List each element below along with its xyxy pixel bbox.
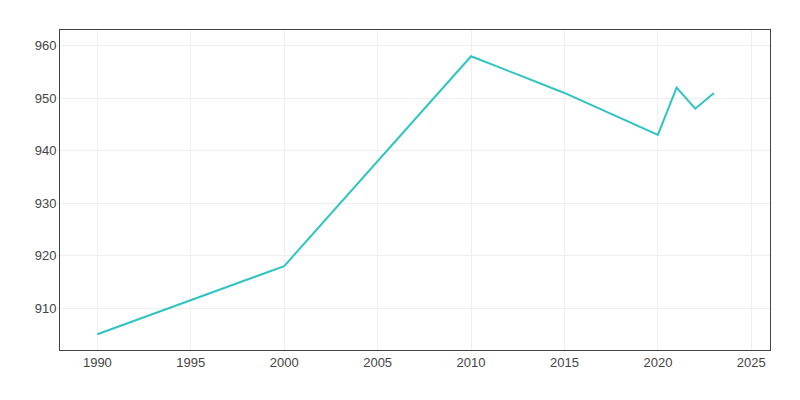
svg-text:930: 930 xyxy=(35,196,57,211)
svg-text:960: 960 xyxy=(35,38,57,53)
svg-text:2010: 2010 xyxy=(457,355,486,370)
svg-text:940: 940 xyxy=(35,143,57,158)
svg-text:910: 910 xyxy=(35,301,57,316)
svg-text:2025: 2025 xyxy=(737,355,766,370)
svg-text:2020: 2020 xyxy=(643,355,672,370)
svg-text:950: 950 xyxy=(35,91,57,106)
svg-text:2000: 2000 xyxy=(270,355,299,370)
svg-text:1995: 1995 xyxy=(176,355,205,370)
svg-text:920: 920 xyxy=(35,248,57,263)
svg-text:2005: 2005 xyxy=(363,355,392,370)
svg-text:2015: 2015 xyxy=(550,355,579,370)
svg-text:1990: 1990 xyxy=(83,355,112,370)
